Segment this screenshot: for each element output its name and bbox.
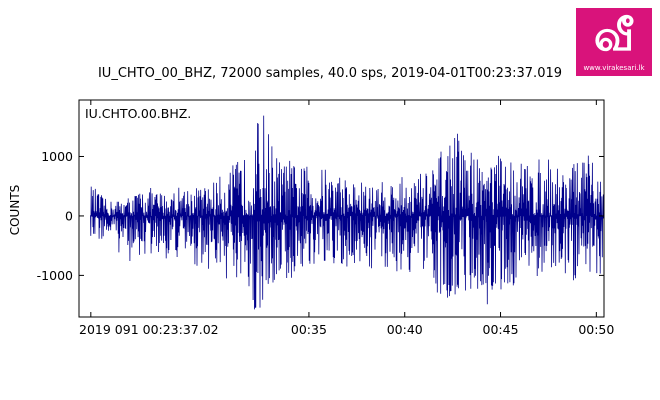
x-tick-label: 00:35 [291, 322, 327, 337]
x-tick-label: 00:50 [578, 322, 614, 337]
plot-axes [78, 99, 605, 318]
plot-frame [78, 99, 605, 318]
waveform-line [90, 115, 605, 310]
y-tick-label: 1000 [41, 149, 73, 164]
logo-url-text: www.virakesari.lk [583, 64, 645, 72]
y-axis: -1000 0 1000 [37, 149, 604, 283]
x-tick-label: 00:45 [483, 322, 519, 337]
y-axis-label: COUNTS [8, 185, 22, 236]
waveform-trace [90, 115, 605, 310]
x-tick-label: 00:40 [387, 322, 423, 337]
trace-label: IU.CHTO.00.BHZ. [85, 106, 191, 121]
x-axis: 2019 091 00:23:37.02 00:35 00:40 00:45 00:50 [79, 100, 614, 337]
x-tick-label: 2019 091 00:23:37.02 [79, 322, 219, 337]
y-tick-label: 0 [65, 208, 73, 223]
plot-title: IU_CHTO_00_BHZ, 72000 samples, 40.0 sps,… [97, 66, 563, 81]
y-tick-label: -1000 [37, 268, 73, 283]
brand-logo: வீ www.virakesari.lk [576, 8, 652, 76]
logo-mark-icon: வீ [593, 11, 635, 60]
